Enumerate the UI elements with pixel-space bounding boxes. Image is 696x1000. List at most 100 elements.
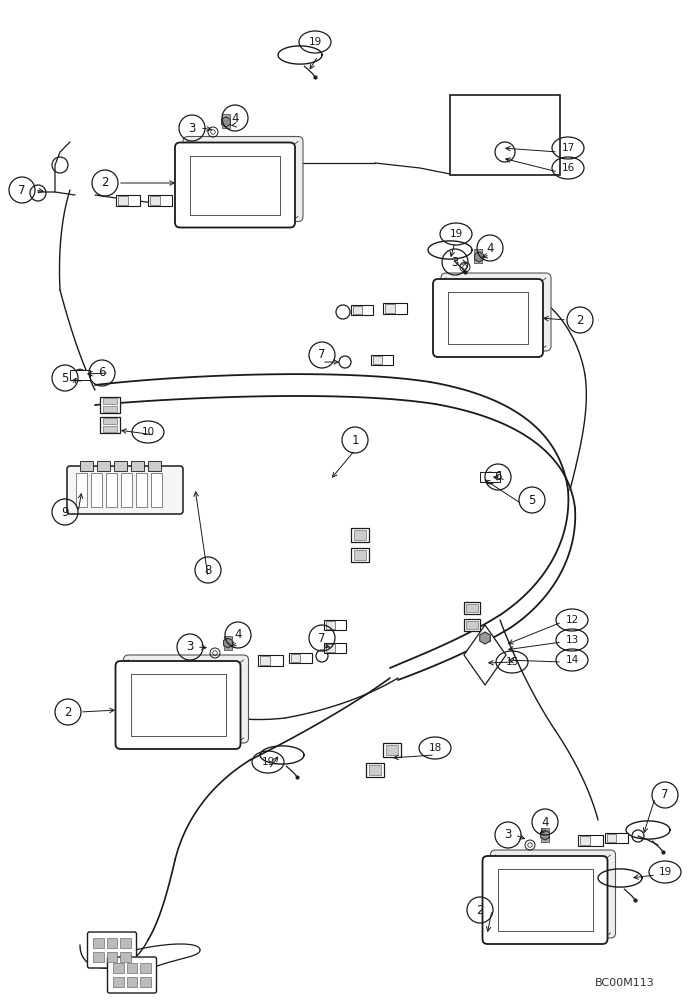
Polygon shape <box>480 632 490 644</box>
Circle shape <box>74 369 86 381</box>
Bar <box>91 473 102 507</box>
Text: 10: 10 <box>141 427 155 437</box>
Text: 15: 15 <box>505 657 519 667</box>
Polygon shape <box>480 472 500 482</box>
Bar <box>141 963 151 973</box>
Text: 2: 2 <box>576 314 584 326</box>
Text: 1: 1 <box>351 434 358 446</box>
Bar <box>141 977 151 987</box>
Bar <box>464 619 480 631</box>
Bar <box>120 938 131 948</box>
Polygon shape <box>221 117 230 127</box>
FancyBboxPatch shape <box>67 466 183 514</box>
Bar <box>131 461 144 471</box>
Text: 19: 19 <box>262 757 275 767</box>
Bar <box>150 196 160 205</box>
Text: 4: 4 <box>235 629 242 642</box>
Polygon shape <box>475 252 483 262</box>
FancyBboxPatch shape <box>491 850 615 938</box>
FancyBboxPatch shape <box>107 957 157 993</box>
Text: 4: 4 <box>231 111 239 124</box>
Bar <box>383 743 401 757</box>
Bar <box>324 620 346 630</box>
Bar <box>148 461 161 471</box>
Polygon shape <box>541 830 549 840</box>
Polygon shape <box>70 370 90 380</box>
Bar <box>351 548 369 562</box>
Bar <box>474 249 482 263</box>
Text: 12: 12 <box>565 615 578 625</box>
Text: 7: 7 <box>318 632 326 645</box>
Text: 14: 14 <box>565 655 578 665</box>
Bar <box>354 550 366 560</box>
Bar <box>103 406 117 412</box>
FancyBboxPatch shape <box>183 136 303 222</box>
Bar <box>353 306 362 314</box>
Bar <box>351 528 369 542</box>
Text: 17: 17 <box>562 143 575 153</box>
Bar <box>366 763 384 777</box>
Bar <box>114 461 127 471</box>
Bar <box>450 95 560 175</box>
Circle shape <box>484 472 496 484</box>
Bar <box>127 977 137 987</box>
Bar <box>76 473 87 507</box>
Bar <box>224 636 232 650</box>
Bar <box>354 530 366 540</box>
FancyBboxPatch shape <box>88 932 136 968</box>
Text: 4: 4 <box>487 241 493 254</box>
Text: 7: 7 <box>18 184 26 196</box>
Bar <box>383 302 407 314</box>
Bar <box>103 398 117 404</box>
Bar <box>324 643 346 653</box>
FancyBboxPatch shape <box>175 142 295 228</box>
Bar <box>106 952 117 962</box>
Bar <box>103 418 117 424</box>
Bar <box>385 304 395 312</box>
Bar <box>369 765 381 775</box>
Bar <box>116 194 140 206</box>
Text: 16: 16 <box>562 163 575 173</box>
Text: 3: 3 <box>189 121 196 134</box>
Bar <box>290 654 300 662</box>
Bar <box>136 473 147 507</box>
Text: 19: 19 <box>308 37 322 47</box>
Bar <box>326 644 335 652</box>
Text: 7: 7 <box>318 349 326 361</box>
Text: 2: 2 <box>101 176 109 190</box>
Bar <box>93 938 104 948</box>
Bar <box>93 952 104 962</box>
FancyBboxPatch shape <box>123 655 248 743</box>
Text: 3: 3 <box>187 641 193 654</box>
Bar <box>371 355 393 365</box>
Bar <box>80 461 93 471</box>
FancyBboxPatch shape <box>433 279 543 357</box>
Bar <box>373 356 382 364</box>
FancyBboxPatch shape <box>482 856 608 944</box>
Polygon shape <box>464 625 506 685</box>
FancyBboxPatch shape <box>441 273 551 351</box>
Text: 3: 3 <box>505 828 512 842</box>
Bar <box>103 426 117 432</box>
Text: 7: 7 <box>661 788 669 802</box>
Bar <box>113 963 123 973</box>
Bar <box>260 656 270 664</box>
Bar <box>466 604 477 612</box>
Bar <box>148 194 172 206</box>
Text: 5: 5 <box>61 371 69 384</box>
Text: 6: 6 <box>494 471 502 484</box>
Bar <box>151 473 162 507</box>
Text: BC00M113: BC00M113 <box>595 978 655 988</box>
Bar <box>578 834 603 846</box>
Text: 18: 18 <box>428 743 442 753</box>
Bar <box>97 461 110 471</box>
Text: 2: 2 <box>476 904 484 916</box>
Bar <box>121 473 132 507</box>
Polygon shape <box>223 638 232 648</box>
Text: 19: 19 <box>658 867 672 877</box>
Bar <box>113 977 123 987</box>
Bar <box>100 417 120 433</box>
Bar <box>580 836 590 844</box>
Text: 5: 5 <box>528 493 536 506</box>
Bar <box>100 397 120 413</box>
